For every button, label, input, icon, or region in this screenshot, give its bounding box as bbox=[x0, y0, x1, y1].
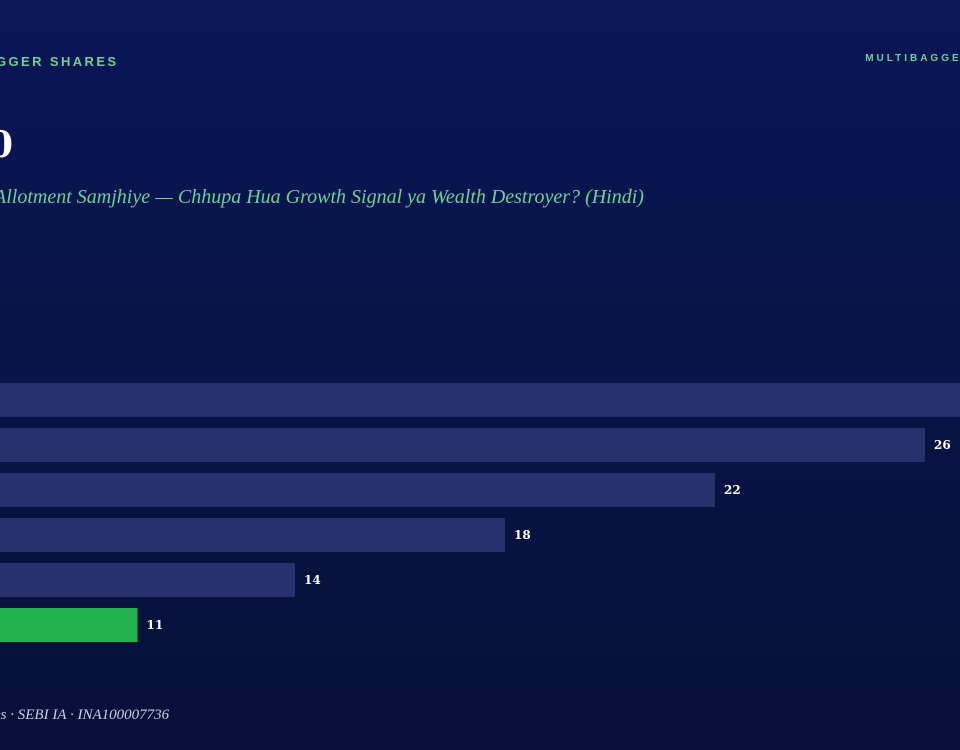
bar-2 bbox=[0, 473, 715, 507]
brand-right-text: MULTIBAGGER · D bbox=[865, 53, 960, 64]
bar-4 bbox=[0, 563, 295, 597]
bar-value-label-5: 11 bbox=[147, 618, 164, 632]
bar-0 bbox=[0, 383, 960, 417]
bar-1 bbox=[0, 428, 925, 462]
page-subtitle: Allotment Samjhiye — Chhupa Hua Growth S… bbox=[0, 186, 644, 208]
bar-value-label-4: 14 bbox=[304, 573, 321, 587]
brand-left-text: GGER SHARES bbox=[0, 54, 119, 69]
bar-value-label-3: 18 bbox=[514, 528, 531, 542]
bar-value-label-1: 26 bbox=[934, 438, 951, 452]
page-title: 0 bbox=[0, 124, 14, 166]
bar-value-label-2: 22 bbox=[724, 483, 741, 497]
bar-3 bbox=[0, 518, 505, 552]
bar-5 bbox=[0, 608, 138, 642]
footer-disclaimer: es · SEBI IA · INA100007736 bbox=[0, 707, 170, 723]
